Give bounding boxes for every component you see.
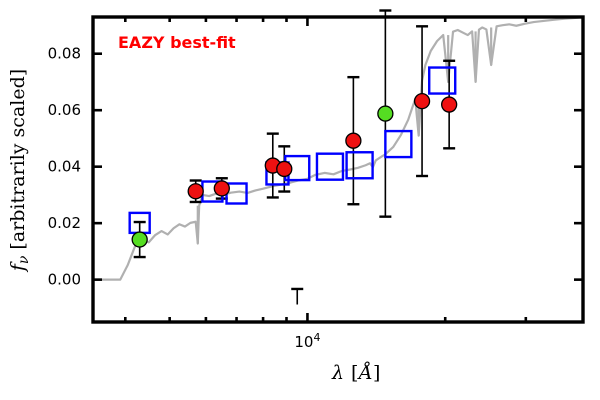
- x-tick-label: 104: [294, 331, 320, 351]
- y-tick-label: 0.08: [48, 45, 81, 63]
- model-photometry-square: [384, 129, 413, 159]
- svg-text:fν [arbitrarily scaled]: fν [arbitrarily scaled]: [7, 69, 32, 273]
- y-tick-label: 0.06: [48, 101, 81, 119]
- observed-photometry-point: [213, 180, 230, 197]
- model-photometry-square: [345, 151, 374, 180]
- eazy-best-fit-annotation: EAZY best-fit: [118, 33, 236, 52]
- observed-photometry-point: [413, 93, 431, 110]
- tick-layer: [93, 17, 583, 322]
- svg-text:Å: Å: [357, 362, 373, 384]
- svg-text:[: [: [351, 362, 358, 384]
- x-axis-title: λ [ Å ]: [331, 362, 380, 384]
- y-axis-title: fν [arbitrarily scaled]: [7, 69, 32, 273]
- observed-photometry-point: [276, 160, 293, 178]
- y-tick-label: 0.00: [48, 271, 81, 289]
- model-photometry-square: [315, 152, 345, 181]
- y-tick-label: 0.02: [48, 214, 81, 232]
- axes-frame: [91, 15, 585, 324]
- tick-label-layer: 0.00 0.02 0.04 0.06 0.08 104: [48, 45, 321, 351]
- svg-text:λ: λ: [331, 362, 344, 384]
- observed-photometry-point: [441, 96, 458, 113]
- observed-photometry-point: [345, 132, 362, 149]
- observed-photometry-layer: [131, 93, 458, 248]
- model-spectrum-curve: [91, 15, 585, 281]
- svg-text:]: ]: [373, 362, 380, 384]
- y-tick-label: 0.04: [48, 158, 81, 176]
- plot-background: [93, 17, 583, 322]
- observed-photometry-point: [131, 231, 148, 248]
- observed-photometry-point: [377, 105, 394, 122]
- model-photometry-square: [428, 66, 457, 95]
- observed-photometry-point: [187, 183, 204, 200]
